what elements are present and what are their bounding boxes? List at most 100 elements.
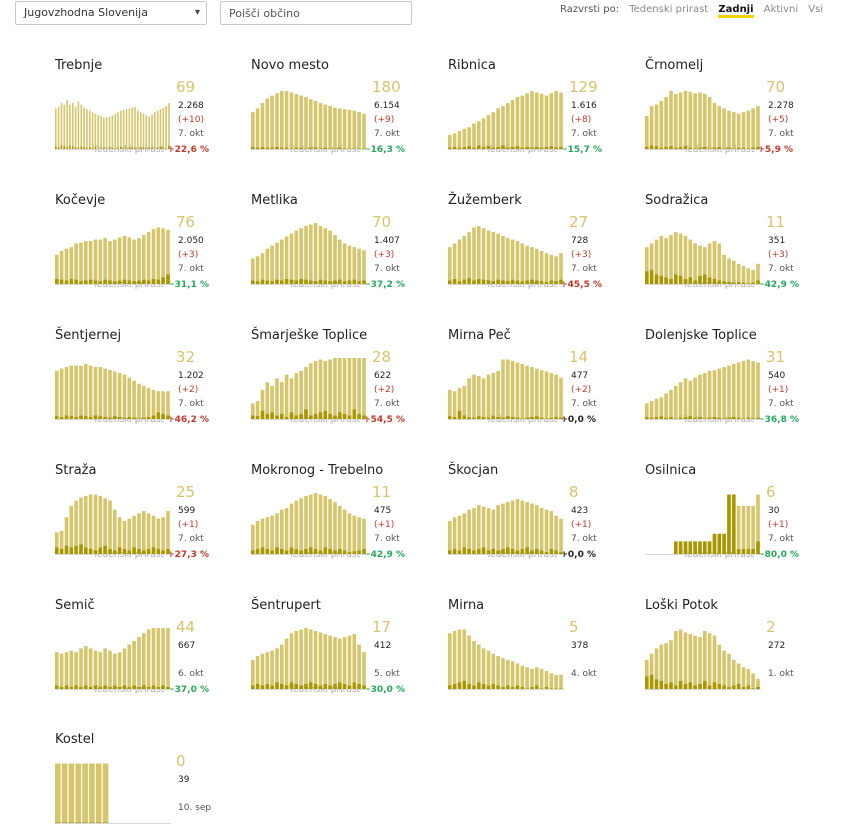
- sparkline-bar-new: [732, 282, 736, 285]
- sparkline-bar: [280, 509, 284, 555]
- sparkline-bar: [751, 108, 755, 150]
- sparkline-bar-new: [156, 147, 159, 150]
- sparkline-bar: [515, 241, 520, 285]
- sparkline-bar: [137, 383, 141, 420]
- municipality-card[interactable]: Semič 44 667 6. okt Tedenski prirast −37,0 %: [55, 598, 245, 718]
- sparkline-chart: [645, 494, 761, 555]
- sparkline-bar: [688, 634, 693, 690]
- municipality-card[interactable]: Žužemberk 27 728 (+3) 7. okt Tedenski prirast…: [448, 193, 638, 313]
- sparkline-bar-new: [491, 147, 496, 150]
- sparkline-bar-new: [683, 541, 688, 555]
- sparkline-bar-new: [127, 687, 132, 690]
- sparkline-bar: [260, 253, 265, 285]
- sparkline-bar-new: [108, 549, 112, 555]
- municipality-card[interactable]: Loški Potok 2 272 1. okt: [645, 598, 835, 718]
- region-select[interactable]: Jugovzhodna Slovenija ▾: [15, 1, 207, 25]
- municipality-card[interactable]: Dolenjske Toplice 31 540 (+1) 7. okt Tedenski…: [645, 328, 835, 448]
- municipality-card[interactable]: Mirna Peč 14 477 (+2) 7. okt Tedenski prirast…: [448, 328, 638, 448]
- sparkline-bar-new: [84, 547, 88, 555]
- sparkline-bar: [304, 367, 308, 420]
- weekly-change-value: +0,0 %: [560, 415, 596, 425]
- sparkline-bar: [669, 389, 673, 420]
- municipality-card[interactable]: Mirna 5 378 4. okt: [448, 598, 638, 718]
- sparkline-bar-new: [103, 147, 105, 150]
- sparkline-bar: [544, 671, 549, 690]
- sparkline-bar-new: [255, 684, 260, 690]
- sort-option-latest[interactable]: Zadnji: [718, 4, 754, 18]
- municipality-name: Šmarješke Toplice: [251, 328, 368, 343]
- sparkline-bar: [698, 245, 702, 285]
- total-cases: 423: [571, 506, 589, 516]
- sparkline-bar: [462, 128, 467, 150]
- sparkline-bar: [520, 364, 525, 420]
- sparkline-bar-new: [746, 685, 751, 690]
- sparkline-bar: [654, 398, 659, 420]
- municipality-card[interactable]: Trebnje 69 2.268 (+10) 7. okt Tedenski priras…: [55, 58, 245, 178]
- sparkline-bar-new: [127, 417, 132, 420]
- sparkline-bar-new: [549, 146, 554, 150]
- sparkline-bar: [707, 633, 712, 690]
- sparkline-bar-new: [265, 414, 270, 420]
- sparkline-bar-new: [166, 549, 170, 555]
- municipality-card[interactable]: Sodražica 11 351 (+3) 7. okt Tedenski prirast…: [645, 193, 835, 313]
- sparkline-bar: [756, 263, 760, 285]
- municipality-card[interactable]: Škocjan 8 423 (+1) 7. okt Tedenski prirast +0,…: [448, 463, 638, 583]
- sparkline-bar-new: [299, 550, 303, 555]
- sort-option-weekly[interactable]: Tedenski prirast: [629, 4, 709, 15]
- weekly-change: Tedenski prirast −36,8 %: [683, 415, 799, 425]
- sparkline-bar-new: [299, 685, 303, 690]
- municipality-card[interactable]: Kočevje 76 2.050 (+3) 7. okt Tedenski prirast…: [55, 193, 245, 313]
- last-date: 7. okt: [374, 534, 400, 544]
- last-date: 7. okt: [178, 399, 204, 409]
- sparkline-bar: [678, 92, 683, 150]
- daily-delta: (+3): [571, 250, 592, 260]
- municipality-card[interactable]: Straža 25 599 (+1) 7. okt Tedenski prirast +27…: [55, 463, 245, 583]
- sparkline-bar: [736, 505, 741, 555]
- sparkline-bar-new: [649, 145, 654, 150]
- municipality-card[interactable]: Osilnica 6 30 (+1) 7. okt Tedenski prirast −80…: [645, 463, 835, 583]
- sparkline-bar: [736, 663, 741, 690]
- sparkline-bar-new: [654, 146, 659, 150]
- sparkline-bar-new: [275, 547, 279, 555]
- municipality-card[interactable]: Šmarješke Toplice 28 622 (+2) 7. okt Tedenski…: [251, 328, 441, 448]
- municipality-card[interactable]: Novo mesto 180 6.154 (+9) 7. okt Tedenski pri…: [251, 58, 441, 178]
- sparkline-bar-new: [554, 550, 558, 555]
- sparkline-bar: [159, 109, 162, 150]
- weekly-change: Tedenski prirast +54,5 %: [289, 415, 405, 425]
- sort-option-all[interactable]: Vsi: [808, 4, 824, 15]
- sparkline-bar: [64, 248, 69, 285]
- sparkline-bar: [328, 230, 332, 285]
- sort-option-active[interactable]: Aktivni: [763, 4, 799, 15]
- sparkline-bar: [93, 239, 98, 285]
- weekly-change-label: Tedenski prirast: [683, 145, 755, 155]
- sparkline-bar: [75, 763, 82, 824]
- sparkline-bar-new: [323, 547, 328, 555]
- municipality-card[interactable]: Metlika 70 1.407 (+3) 7. okt Tedenski prirast…: [251, 193, 441, 313]
- sparkline-bar-new: [255, 281, 260, 285]
- sparkline-bar: [535, 368, 539, 420]
- sparkline-bar: [472, 508, 476, 555]
- municipality-card[interactable]: Kostel 0 39 10. sep: [55, 732, 245, 832]
- sparkline-bar-new: [74, 147, 77, 150]
- sparkline-bar: [496, 108, 500, 150]
- sparkline-bar: [544, 371, 549, 420]
- total-cases: 622: [374, 371, 392, 381]
- sparkline-bar-new: [280, 147, 284, 150]
- sparkline-bar: [260, 518, 265, 555]
- sparkline-bar: [741, 361, 746, 420]
- search-input[interactable]: [220, 1, 412, 25]
- municipality-card[interactable]: Črnomelj 70 2.278 (+5) 7. okt Tedenski priras…: [645, 58, 835, 178]
- sparkline-bar-new: [472, 147, 476, 150]
- municipality-card[interactable]: Ribnica 129 1.616 (+8) 7. okt Tedenski priras…: [448, 58, 638, 178]
- municipality-card[interactable]: Šentjernej 32 1.202 (+2) 7. okt Tedenski prir…: [55, 328, 245, 448]
- sparkline-bar: [342, 109, 347, 150]
- sparkline-bar: [530, 503, 534, 555]
- municipality-name: Straža: [55, 463, 97, 478]
- municipality-card[interactable]: Šentrupert 17 412 5. okt Tedenski prirast −30…: [251, 598, 441, 718]
- sparkline-bar-new: [486, 685, 491, 690]
- sparkline-bar: [467, 232, 471, 285]
- sparkline-bar-new: [486, 280, 491, 285]
- sparkline-bar: [255, 256, 260, 285]
- sparkline-bar: [338, 108, 342, 150]
- municipality-card[interactable]: Mokronog - Trebelno 11 475 (+1) 7. okt Tedens…: [251, 463, 441, 583]
